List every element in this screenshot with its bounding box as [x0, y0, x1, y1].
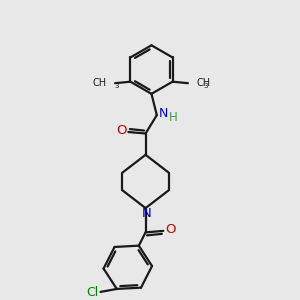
Text: Cl: Cl	[86, 286, 98, 299]
Text: 3: 3	[115, 82, 119, 88]
Text: O: O	[165, 223, 176, 236]
Text: H: H	[169, 111, 178, 124]
Text: N: N	[159, 107, 168, 120]
Text: 3: 3	[203, 82, 208, 88]
Text: O: O	[117, 124, 127, 137]
Text: CH: CH	[197, 78, 211, 88]
Text: CH: CH	[92, 78, 106, 88]
Text: N: N	[141, 207, 151, 220]
